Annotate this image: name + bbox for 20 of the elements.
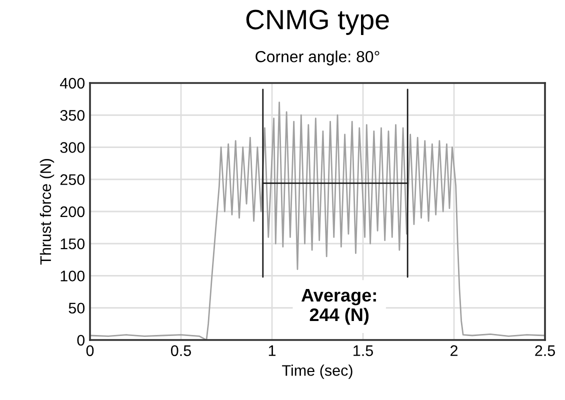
x-tick-label: 2.5: [535, 345, 555, 356]
x-tick-label: 2: [450, 345, 458, 356]
annotation: Average: 244 (N): [301, 289, 376, 325]
x-axis-title: Time (sec): [282, 364, 352, 379]
x-tick-label: 1: [268, 345, 276, 356]
chart-subtitle: Corner angle: 80°: [256, 50, 380, 66]
x-tick-label: 1.5: [354, 345, 373, 356]
x-tick-label: 0: [86, 345, 94, 356]
y-tick-label: 0: [77, 334, 85, 346]
y-tick-label: 350: [60, 110, 85, 121]
y-axis-title: Thrust force (N): [40, 158, 54, 265]
y-tick-label: 200: [60, 206, 85, 218]
y-tick-label: 250: [60, 174, 85, 186]
y-tick-label: 150: [60, 238, 85, 250]
y-tick-label: 400: [60, 78, 85, 89]
y-tick-label: 300: [60, 142, 85, 153]
x-tick-label: 0.5: [170, 345, 191, 356]
y-tick-label: 100: [60, 270, 85, 282]
y-tick-label: 50: [68, 302, 85, 314]
chart-title: CNMG type: [246, 10, 389, 35]
